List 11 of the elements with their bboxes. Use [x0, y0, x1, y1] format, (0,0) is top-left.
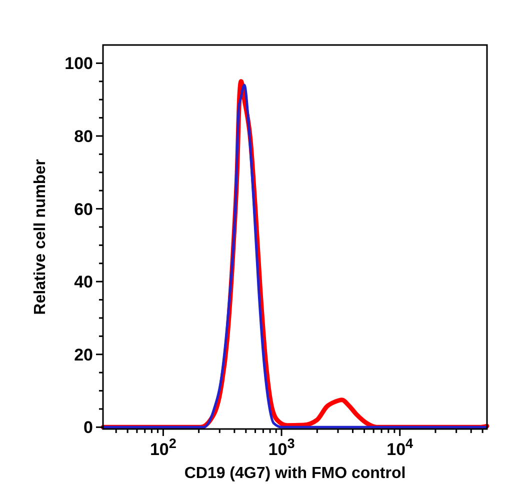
x-tick-label: 10$^{3}$ [268, 436, 296, 459]
y-tick-label: 100 [64, 54, 93, 74]
x-axis-title: CD19 (4G7) with FMO control [184, 465, 406, 482]
y-tick-label: 0 [84, 418, 93, 438]
x-tick-label: 10$^{4}$ [386, 436, 414, 459]
y-tick-label: 60 [74, 200, 93, 219]
x-tick-label: 10$^{2}$ [150, 436, 177, 459]
y-tick-label: 80 [74, 126, 93, 146]
y-tick-label: 20 [74, 345, 93, 364]
y-tick-label: 40 [74, 272, 93, 292]
y-axis-title: Relative cell number [32, 159, 49, 315]
